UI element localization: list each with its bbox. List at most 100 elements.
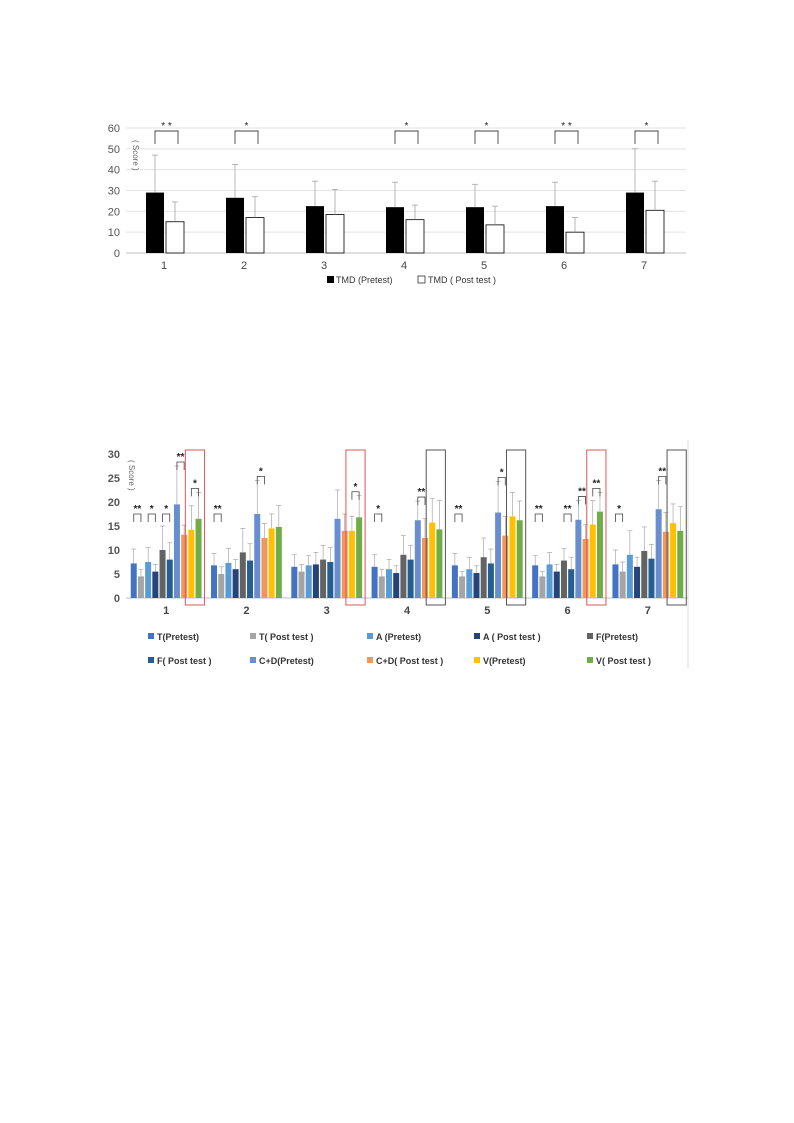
significance-bracket xyxy=(592,488,601,497)
significance-bracket xyxy=(658,476,667,485)
bar xyxy=(662,531,669,598)
bar xyxy=(159,550,166,598)
legend-label: A ( Post test ) xyxy=(483,632,541,642)
bar xyxy=(436,529,443,598)
significance-label: ** xyxy=(564,504,572,515)
bar xyxy=(386,207,404,253)
significance-bracket xyxy=(454,513,463,522)
bar xyxy=(232,569,239,598)
bar xyxy=(247,560,254,598)
legend-swatch xyxy=(250,633,256,639)
bar xyxy=(495,512,502,598)
legend-label: TMD ( Post test ) xyxy=(428,275,496,285)
bar xyxy=(341,530,348,598)
tmd-chart: 0 10 20 30 40 50 60 ( Score ) 1 * * 2 * 3 4 * 5 * 6 * * 7 * T… xyxy=(108,121,686,285)
bar xyxy=(320,559,327,598)
bar xyxy=(575,519,582,598)
y-tick-label: 60 xyxy=(108,123,120,135)
legend-swatch xyxy=(327,276,334,283)
bar xyxy=(451,565,458,598)
significance-label: * xyxy=(405,121,409,132)
y-tick-label: 10 xyxy=(108,545,120,557)
highlight-box xyxy=(586,449,607,606)
bar xyxy=(137,576,144,598)
bar xyxy=(130,563,137,598)
bar xyxy=(677,530,684,598)
bar xyxy=(218,574,225,598)
significance-bracket xyxy=(577,496,586,505)
significance-bracket xyxy=(213,513,222,522)
y-tick-label: 25 xyxy=(108,473,120,485)
bar xyxy=(254,514,261,598)
significance-label: * xyxy=(500,467,504,478)
legend-swatch xyxy=(417,275,426,284)
legend-swatch xyxy=(148,657,154,663)
significance-bracket xyxy=(190,488,199,497)
category-label: 3 xyxy=(324,605,330,617)
bar xyxy=(378,576,385,598)
category-label: 3 xyxy=(321,260,327,272)
category-label: 2 xyxy=(241,260,247,272)
bar xyxy=(211,565,218,598)
y-tick-label: 10 xyxy=(108,227,120,239)
legend-swatch xyxy=(587,633,593,639)
significance-label: * * xyxy=(561,121,572,132)
bar xyxy=(400,554,407,598)
y-tick-label: 20 xyxy=(108,206,120,218)
significance-label: * xyxy=(485,121,489,132)
legend-label: TMD (Pretest) xyxy=(336,275,393,285)
bar xyxy=(509,516,516,598)
y-axis-label: ( Score ) xyxy=(127,460,136,491)
significance-bracket xyxy=(234,130,259,144)
bar xyxy=(173,504,180,598)
bar xyxy=(596,511,603,598)
bar xyxy=(166,559,173,598)
legend-swatch xyxy=(587,657,593,663)
category-label: 7 xyxy=(645,605,651,617)
y-tick-label: 0 xyxy=(114,248,120,260)
bar xyxy=(146,192,164,253)
significance-bracket xyxy=(176,461,185,470)
significance-label: ** xyxy=(455,504,463,515)
bar xyxy=(145,562,152,598)
significance-label: * xyxy=(645,121,649,132)
bar xyxy=(226,197,244,253)
category-label: 1 xyxy=(163,605,169,617)
bar xyxy=(356,517,363,598)
bar xyxy=(612,564,619,598)
legend-label: F(Pretest) xyxy=(596,632,638,642)
bar xyxy=(291,566,298,598)
legend-swatch xyxy=(474,633,480,639)
significance-label: ** xyxy=(133,504,141,515)
bar xyxy=(459,576,466,598)
y-tick-label: 20 xyxy=(108,497,120,509)
category-label: 4 xyxy=(401,260,407,272)
significance-label: ** xyxy=(418,487,426,498)
y-tick-label: 15 xyxy=(108,521,120,533)
legend-swatch xyxy=(148,633,154,639)
significance-bracket xyxy=(534,513,543,522)
legend-swatch xyxy=(367,633,373,639)
bar xyxy=(371,566,378,598)
legend-swatch xyxy=(367,657,373,663)
bar xyxy=(619,571,626,598)
significance-bracket xyxy=(374,513,383,522)
significance-label: * xyxy=(150,504,154,515)
significance-bracket xyxy=(615,513,624,522)
bar xyxy=(422,538,428,598)
y-tick-label: 50 xyxy=(108,144,120,156)
y-tick-label: 40 xyxy=(108,165,120,177)
significance-bracket xyxy=(474,130,499,144)
significance-bracket xyxy=(133,513,142,522)
legend-swatch xyxy=(250,657,256,663)
significance-bracket xyxy=(351,491,360,500)
legend-label: V( Post test ) xyxy=(596,656,651,666)
significance-bracket xyxy=(256,476,265,485)
significance-bracket xyxy=(497,476,506,486)
significance-label: ** xyxy=(214,504,222,515)
category-label: 7 xyxy=(641,260,647,272)
bar xyxy=(306,206,324,253)
significance-label: * xyxy=(617,504,621,515)
bar xyxy=(473,573,480,598)
